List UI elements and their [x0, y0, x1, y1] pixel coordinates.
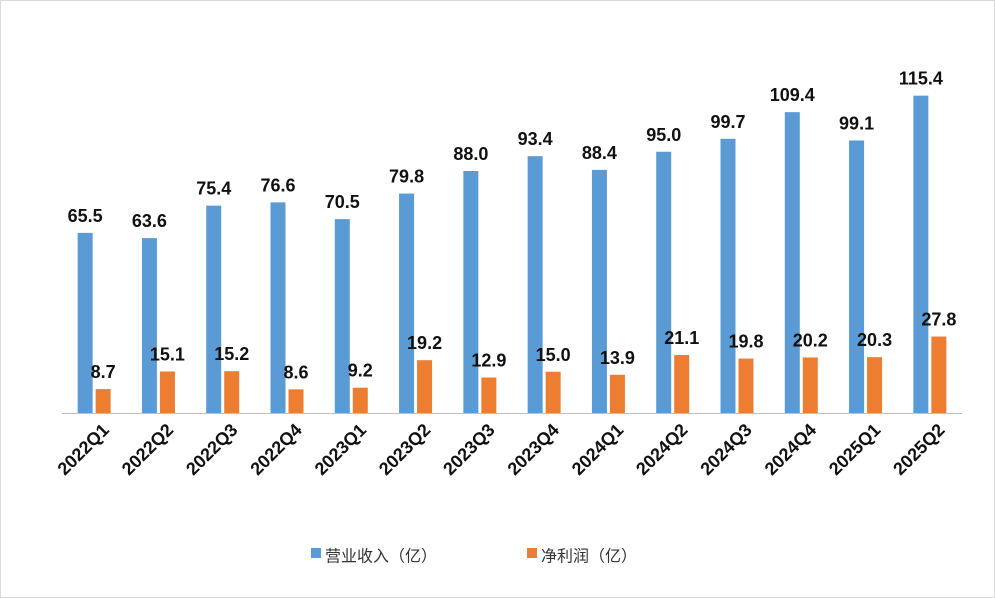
data-label-net-profit-2025Q1: 20.3	[857, 330, 892, 350]
x-tick-label-2023Q3: 2023Q3	[439, 420, 498, 479]
legend-swatch-revenue	[311, 548, 321, 558]
x-tick-label-2023Q1: 2023Q1	[311, 420, 370, 479]
data-label-net-profit-2022Q3: 15.2	[214, 344, 249, 364]
x-tick-label-2022Q2: 2022Q2	[118, 420, 177, 479]
bar-revenue-2025Q2	[913, 95, 929, 414]
x-tick-label-2024Q2: 2024Q2	[632, 420, 691, 479]
data-label-net-profit-2023Q1: 9.2	[348, 361, 373, 381]
legend-label-revenue: 营业收入（亿）	[325, 547, 437, 566]
x-tick-label-2023Q4: 2023Q4	[504, 420, 563, 479]
bar-net-profit-2024Q1	[609, 374, 625, 413]
data-label-net-profit-2022Q4: 8.6	[283, 362, 308, 382]
data-label-revenue-2023Q3: 88.0	[453, 144, 488, 164]
bar-revenue-2023Q2	[399, 193, 415, 413]
bar-net-profit-2022Q4	[288, 389, 304, 413]
data-label-revenue-2024Q1: 88.4	[582, 143, 617, 163]
bar-revenue-2025Q1	[849, 140, 865, 413]
bar-net-profit-2022Q2	[159, 371, 175, 413]
bar-revenue-2022Q4	[270, 202, 286, 413]
bar-net-profit-2023Q4	[545, 371, 561, 413]
value-labels-layer: 65.5 8.7 63.6 15.1 75.4 15.2 76.6 8.6 70.5 9.2 79.…	[68, 69, 957, 383]
bar-revenue-2024Q3	[720, 138, 736, 413]
legend-swatch-net-profit	[527, 548, 537, 558]
x-tick-label-2023Q2: 2023Q2	[375, 420, 434, 479]
data-label-net-profit-2023Q4: 15.0	[536, 345, 571, 365]
data-label-revenue-2023Q1: 70.5	[325, 192, 360, 212]
x-tick-label-2024Q1: 2024Q1	[568, 420, 627, 479]
data-label-net-profit-2022Q1: 8.7	[91, 362, 116, 382]
data-label-revenue-2022Q4: 76.6	[260, 175, 295, 195]
bar-net-profit-2023Q3	[481, 377, 497, 413]
bar-net-profit-2022Q1	[95, 389, 111, 413]
bar-revenue-2023Q3	[463, 171, 479, 413]
bar-net-profit-2024Q4	[802, 357, 818, 413]
bar-revenue-2024Q4	[784, 112, 800, 414]
bar-net-profit-2023Q1	[352, 387, 368, 413]
bar-net-profit-2024Q3	[738, 358, 754, 413]
bar-net-profit-2025Q2	[931, 336, 947, 413]
x-tick-label-2022Q3: 2022Q3	[182, 420, 241, 479]
x-tick-label-2022Q1: 2022Q1	[54, 420, 113, 479]
bar-revenue-2022Q2	[141, 238, 157, 413]
data-label-revenue-2022Q2: 63.6	[132, 211, 167, 231]
bar-revenue-2023Q1	[334, 219, 350, 413]
data-label-net-profit-2025Q2: 27.8	[921, 310, 956, 330]
data-label-revenue-2023Q4: 93.4	[518, 129, 553, 149]
legend: 营业收入（亿） 净利润（亿）	[311, 547, 637, 566]
bar-revenue-2024Q2	[656, 151, 672, 413]
bar-revenue-2022Q1	[77, 232, 93, 413]
data-label-revenue-2025Q2: 115.4	[899, 69, 943, 89]
bar-revenue-2024Q1	[591, 169, 607, 413]
data-label-revenue-2024Q3: 99.7	[710, 112, 745, 132]
bar-net-profit-2024Q2	[674, 354, 690, 413]
x-tick-label-2024Q4: 2024Q4	[761, 420, 820, 479]
data-label-net-profit-2024Q4: 20.2	[793, 330, 828, 350]
bars-layer	[77, 95, 947, 414]
bar-net-profit-2022Q3	[224, 371, 240, 413]
data-label-net-profit-2023Q3: 12.9	[471, 351, 506, 371]
data-label-revenue-2023Q2: 79.8	[389, 167, 424, 187]
bar-net-profit-2023Q2	[417, 360, 433, 413]
data-label-net-profit-2023Q2: 19.2	[407, 333, 442, 353]
data-label-net-profit-2024Q1: 13.9	[600, 348, 635, 368]
data-label-revenue-2022Q3: 75.4	[196, 179, 231, 199]
data-label-revenue-2024Q4: 109.4	[770, 85, 815, 105]
data-label-net-profit-2022Q2: 15.1	[150, 344, 185, 364]
x-tick-labels-layer: 2022Q1 2022Q2 2022Q3 2022Q4 2023Q1 2023Q2 2023…	[54, 420, 949, 479]
legend-label-net-profit: 净利润（亿）	[541, 547, 637, 566]
x-tick-label-2025Q1: 2025Q1	[825, 420, 884, 479]
data-label-net-profit-2024Q2: 21.1	[664, 328, 699, 348]
bar-net-profit-2025Q1	[867, 357, 883, 413]
x-tick-label-2022Q4: 2022Q4	[246, 420, 305, 479]
bar-revenue-2023Q4	[527, 156, 543, 413]
x-tick-label-2025Q2: 2025Q2	[889, 420, 948, 479]
bar-revenue-2022Q3	[206, 205, 222, 413]
data-label-revenue-2022Q1: 65.5	[68, 206, 103, 226]
data-label-revenue-2025Q1: 99.1	[839, 113, 874, 133]
data-label-net-profit-2024Q3: 19.8	[728, 332, 763, 352]
x-tick-label-2024Q3: 2024Q3	[696, 420, 755, 479]
data-label-revenue-2024Q2: 95.0	[646, 125, 681, 145]
